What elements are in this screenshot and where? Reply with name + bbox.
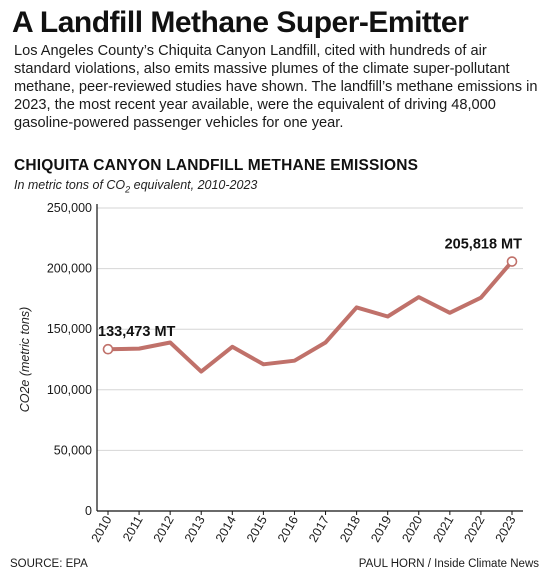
x-tick-label: 2018 xyxy=(337,513,363,544)
y-tick-label: 0 xyxy=(85,504,92,518)
y-tick-label: 50,000 xyxy=(54,443,92,457)
chart-subtitle: In metric tons of CO2 equivalent, 2010-2… xyxy=(14,178,257,195)
grid-layer xyxy=(97,207,523,451)
series-layer xyxy=(102,256,518,374)
y-tick-label: 100,000 xyxy=(47,383,92,397)
y-tick-label: 250,000 xyxy=(47,201,92,215)
chart-title: CHIQUITA CANYON LANDFILL METHANE EMISSIO… xyxy=(14,157,419,174)
x-tick-label: 2017 xyxy=(306,513,332,544)
x-tick-label: 2022 xyxy=(461,513,487,544)
source-note: SOURCE: EPA xyxy=(10,558,88,570)
x-tick-label: 2010 xyxy=(89,513,115,544)
x-tick-label: 2016 xyxy=(275,513,301,544)
x-tick-label: 2011 xyxy=(120,513,146,543)
x-tick-label: 2020 xyxy=(399,513,425,544)
headline: A Landfill Methane Super-Emitter xyxy=(12,6,469,39)
emissions-series-line xyxy=(106,259,514,374)
data-label: 205,818 MT xyxy=(445,237,523,253)
x-tick-label: 2014 xyxy=(213,513,239,544)
chart-subtitle-sub: 2 xyxy=(125,184,131,195)
x-tick-label: 2012 xyxy=(151,513,177,544)
data-point xyxy=(102,343,114,355)
label-layer: 133,473 MT 205,818 MT xyxy=(98,237,522,341)
chart-subtitle-post: equivalent, 2010-2023 xyxy=(130,178,258,192)
data-point xyxy=(506,256,518,267)
intro-paragraph: Los Angeles County’s Chiquita Canyon Lan… xyxy=(14,43,538,131)
data-label: 133,473 MT xyxy=(98,324,176,340)
x-tick-label: 2021 xyxy=(430,513,456,544)
y-tick-label: 200,000 xyxy=(47,262,92,276)
credit-note: PAUL HORN / Inside Climate News xyxy=(358,558,539,570)
x-tick-label: 2015 xyxy=(244,513,270,544)
x-tick-label: 2023 xyxy=(493,513,519,544)
y-axis-title: CO2e (metric tons) xyxy=(18,307,32,413)
chart-subtitle-pre: In metric tons of CO xyxy=(14,178,126,192)
x-tick-label: 2019 xyxy=(368,513,394,544)
y-tick-label: 150,000 xyxy=(47,322,92,336)
x-tick-label: 2013 xyxy=(182,513,208,544)
